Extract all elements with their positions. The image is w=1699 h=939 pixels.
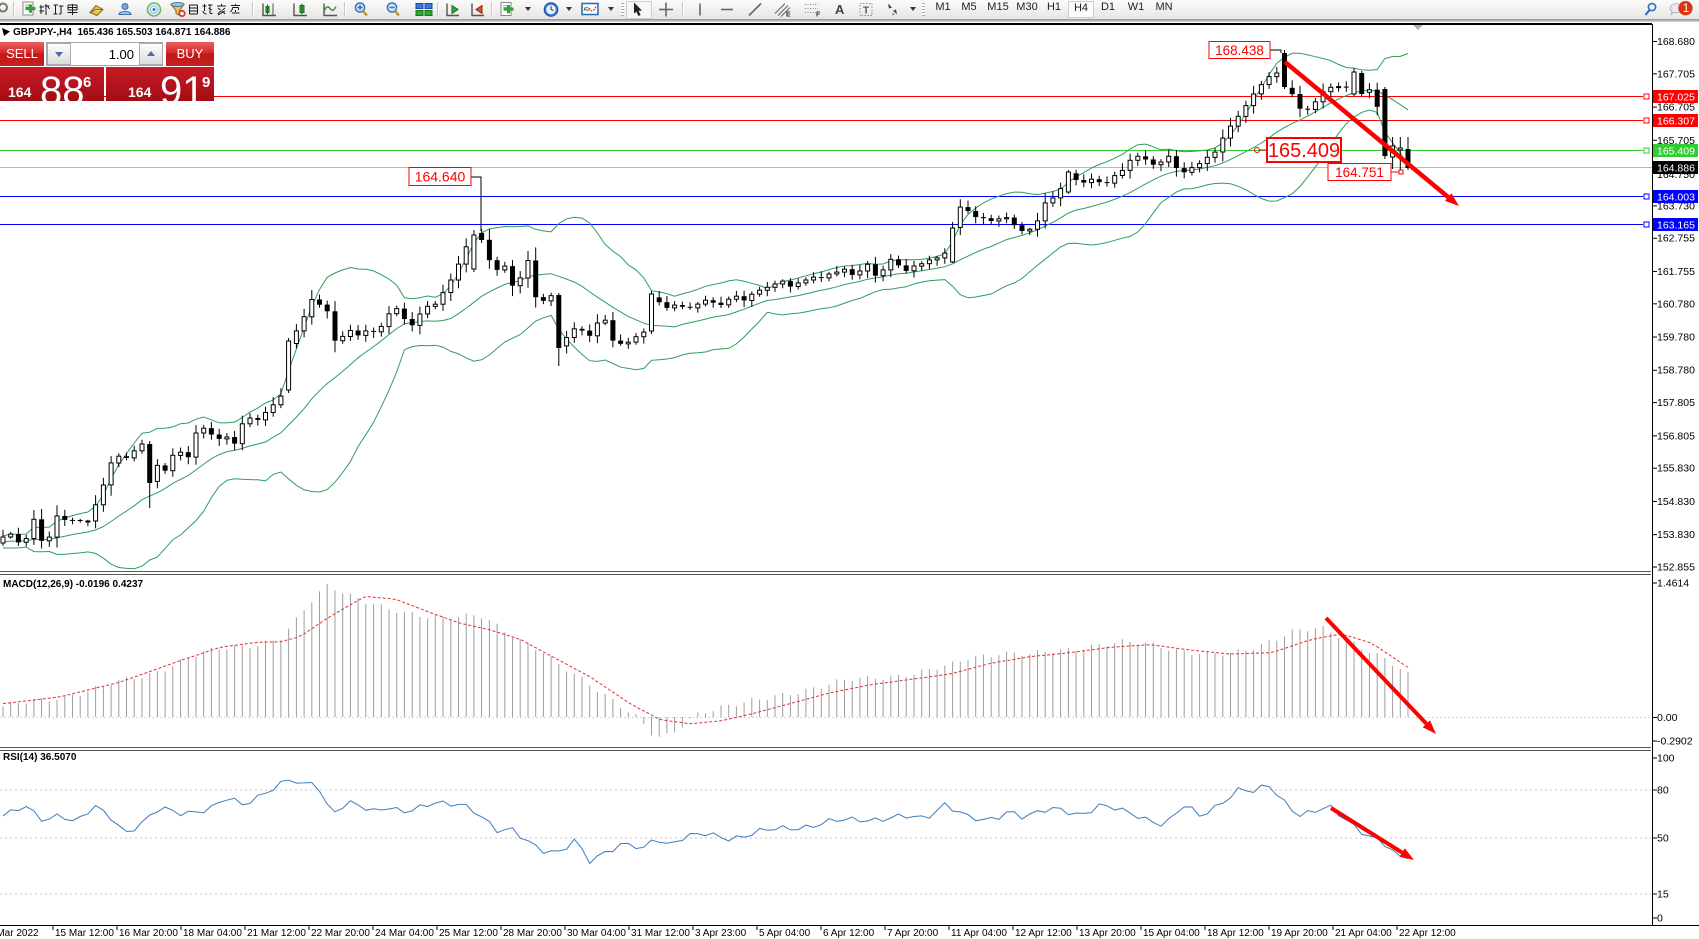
svg-text:80: 80 [1657,785,1669,797]
svg-text:160.780: 160.780 [1657,298,1695,310]
svg-text:7 Apr 20:00: 7 Apr 20:00 [887,928,939,939]
svg-text:163.165: 163.165 [1657,220,1695,232]
svg-text:1.4614: 1.4614 [1657,578,1689,590]
svg-text:166.705: 166.705 [1657,102,1695,114]
svg-text:157.805: 157.805 [1657,397,1695,409]
svg-text:161.755: 161.755 [1657,266,1695,278]
svg-text:GBPJPY-,H4 165.436 165.503 16: GBPJPY-,H4 165.436 165.503 164.871 164.8… [13,27,231,38]
svg-text:0: 0 [1657,913,1663,925]
svg-text:164.751: 164.751 [1335,165,1384,180]
svg-text:167.025: 167.025 [1657,92,1695,104]
svg-text:19 Apr 20:00: 19 Apr 20:00 [1271,928,1328,939]
svg-text:1: 1 [1683,2,1689,15]
svg-text:12 Apr 12:00: 12 Apr 12:00 [1015,928,1072,939]
svg-text:168.680: 168.680 [1657,36,1695,48]
svg-text:21 Apr 04:00: 21 Apr 04:00 [1335,928,1392,939]
svg-text:T: T [863,6,869,17]
svg-text:166.307: 166.307 [1657,116,1695,128]
svg-text:18 Apr 12:00: 18 Apr 12:00 [1207,928,1264,939]
svg-text:15 Apr 04:00: 15 Apr 04:00 [1143,928,1200,939]
svg-text:164.640: 164.640 [415,169,466,185]
svg-text:-0.2902: -0.2902 [1657,736,1693,748]
svg-text:RSI(14) 36.5070: RSI(14) 36.5070 [3,752,77,763]
svg-text:165.705: 165.705 [1657,135,1695,147]
svg-text:152.855: 152.855 [1657,562,1695,574]
svg-text:E: E [786,12,791,19]
svg-text:13 Apr 20:00: 13 Apr 20:00 [1079,928,1136,939]
svg-text:164.886: 164.886 [1657,163,1695,175]
svg-text:50: 50 [1657,833,1669,845]
svg-text:15 Mar 12:00: 15 Mar 12:00 [55,928,114,939]
svg-text:16 Mar 20:00: 16 Mar 20:00 [119,928,178,939]
svg-text:100: 100 [1657,753,1675,765]
svg-text:MACD(12,26,9) -0.0196 0.4237: MACD(12,26,9) -0.0196 0.4237 [3,579,144,590]
svg-text:156.805: 156.805 [1657,430,1695,442]
svg-text:158.780: 158.780 [1657,365,1695,377]
svg-text:28 Mar 20:00: 28 Mar 20:00 [503,928,562,939]
svg-text:25 Mar 12:00: 25 Mar 12:00 [439,928,498,939]
svg-text:3 Apr 23:00: 3 Apr 23:00 [695,928,747,939]
svg-text:6 Apr 12:00: 6 Apr 12:00 [823,928,875,939]
svg-text:15: 15 [1657,889,1669,901]
svg-text:155.830: 155.830 [1657,463,1695,475]
svg-text:165.409: 165.409 [1657,146,1695,158]
svg-text:22 Apr 12:00: 22 Apr 12:00 [1399,928,1456,939]
svg-text:168.438: 168.438 [1215,43,1264,58]
svg-text:21 Mar 12:00: 21 Mar 12:00 [247,928,306,939]
svg-text:30 Mar 04:00: 30 Mar 04:00 [567,928,626,939]
svg-text:4 Mar 2022: 4 Mar 2022 [0,928,39,939]
svg-text:159.780: 159.780 [1657,332,1695,344]
svg-text:167.705: 167.705 [1657,68,1695,80]
svg-text:154.830: 154.830 [1657,496,1695,508]
svg-text:0.00: 0.00 [1657,712,1678,724]
svg-text:164.003: 164.003 [1657,192,1695,204]
svg-text:F: F [816,12,821,19]
svg-text:162.755: 162.755 [1657,233,1695,245]
svg-text:31 Mar 12:00: 31 Mar 12:00 [631,928,690,939]
svg-text:22 Mar 20:00: 22 Mar 20:00 [311,928,370,939]
svg-text:24 Mar 04:00: 24 Mar 04:00 [375,928,434,939]
svg-text:11 Apr 04:00: 11 Apr 04:00 [951,928,1007,939]
svg-text:163.730: 163.730 [1657,200,1695,212]
svg-text:165.409: 165.409 [1268,140,1340,162]
svg-text:153.830: 153.830 [1657,529,1695,541]
svg-text:5 Apr 04:00: 5 Apr 04:00 [759,928,811,939]
svg-text:18 Mar 04:00: 18 Mar 04:00 [183,928,242,939]
